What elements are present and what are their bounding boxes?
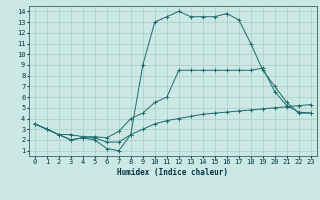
X-axis label: Humidex (Indice chaleur): Humidex (Indice chaleur): [117, 168, 228, 177]
